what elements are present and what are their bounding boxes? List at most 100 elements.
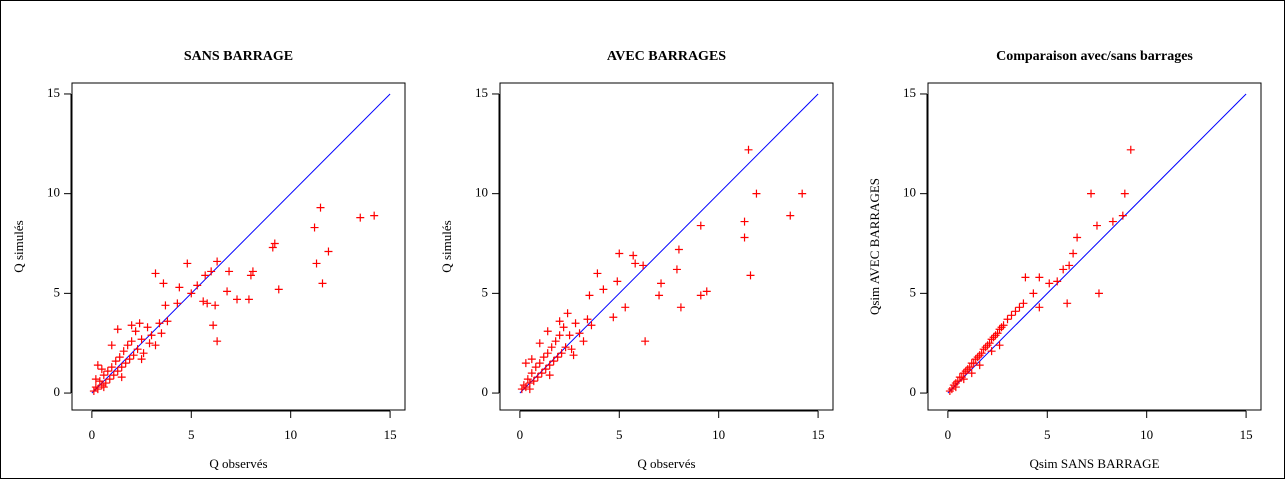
point xyxy=(525,385,534,394)
point xyxy=(131,327,140,336)
x-tick-label: 15 xyxy=(812,427,825,442)
x-tick-label: 15 xyxy=(1240,427,1253,442)
point xyxy=(159,279,168,288)
point xyxy=(135,319,144,328)
y-tick-label: 15 xyxy=(47,85,60,100)
point xyxy=(248,267,257,276)
point xyxy=(1059,265,1068,274)
point xyxy=(1063,299,1072,308)
point xyxy=(199,297,208,306)
point xyxy=(545,371,554,380)
point xyxy=(187,289,196,298)
reference-line xyxy=(519,93,819,394)
point xyxy=(786,211,795,220)
point xyxy=(655,291,664,300)
plot-frame xyxy=(927,82,1262,411)
point xyxy=(999,321,1008,330)
point xyxy=(971,355,980,364)
point xyxy=(209,321,218,330)
point xyxy=(672,265,681,274)
point xyxy=(615,249,624,258)
point xyxy=(173,299,182,308)
point xyxy=(316,203,325,212)
y-tick-label: 0 xyxy=(910,384,917,399)
point xyxy=(183,259,192,268)
point xyxy=(143,323,152,332)
point xyxy=(101,379,110,388)
point xyxy=(547,343,556,352)
point xyxy=(213,337,222,346)
point xyxy=(125,355,134,364)
y-tick-label: 5 xyxy=(910,284,917,299)
point xyxy=(223,287,232,296)
point xyxy=(583,315,592,324)
point xyxy=(523,375,532,384)
scatter-chart: AVEC BARRAGES 0 5 10 15 0 5 10 15 Q observés Q sim… xyxy=(439,49,834,471)
y-axis-label: Q simulés xyxy=(11,220,26,272)
point xyxy=(137,335,146,344)
point xyxy=(1015,303,1024,312)
point xyxy=(137,355,146,364)
point xyxy=(533,373,542,382)
point xyxy=(987,335,996,344)
point xyxy=(1087,189,1096,198)
point xyxy=(979,345,988,354)
point xyxy=(947,385,956,394)
point xyxy=(1126,145,1135,154)
point xyxy=(207,267,216,276)
y-axis-label: Qsim AVEC BARRAGES xyxy=(867,178,882,315)
point xyxy=(1035,273,1044,282)
point xyxy=(103,367,112,376)
point xyxy=(97,365,106,374)
y-axis-label: Q simulés xyxy=(439,220,454,272)
point xyxy=(99,383,108,392)
point xyxy=(585,291,594,300)
point xyxy=(752,189,761,198)
point xyxy=(674,245,683,254)
point xyxy=(145,339,154,348)
point xyxy=(571,319,580,328)
point xyxy=(593,269,602,278)
point xyxy=(163,317,172,326)
point xyxy=(543,349,552,358)
point xyxy=(274,285,283,294)
point xyxy=(1108,217,1117,226)
point xyxy=(973,353,982,362)
point xyxy=(1019,299,1028,308)
point xyxy=(995,341,1004,350)
point xyxy=(1120,189,1129,198)
point xyxy=(1045,279,1054,288)
point xyxy=(798,189,807,198)
point xyxy=(543,327,552,336)
point xyxy=(657,279,666,288)
point xyxy=(744,145,753,154)
point xyxy=(559,323,568,332)
point xyxy=(987,347,996,356)
x-axis-label: Q observés xyxy=(637,456,695,471)
point xyxy=(702,287,711,296)
point xyxy=(1092,221,1101,230)
point xyxy=(111,357,120,366)
point xyxy=(139,349,148,358)
point xyxy=(527,355,536,364)
x-tick-label: 10 xyxy=(284,427,297,442)
point xyxy=(95,377,104,386)
point xyxy=(565,331,574,340)
point xyxy=(551,337,560,346)
point xyxy=(549,357,558,366)
point xyxy=(97,381,106,390)
point xyxy=(575,329,584,338)
point xyxy=(521,383,530,392)
point xyxy=(641,337,650,346)
point xyxy=(1021,273,1030,282)
point xyxy=(527,369,536,378)
point xyxy=(117,373,126,382)
x-tick-label: 0 xyxy=(89,427,96,442)
point xyxy=(193,281,202,290)
point xyxy=(639,261,648,270)
point xyxy=(949,381,958,390)
point xyxy=(312,259,321,268)
y-tick-label: 5 xyxy=(482,284,489,299)
point xyxy=(587,321,596,330)
point xyxy=(1053,277,1062,286)
